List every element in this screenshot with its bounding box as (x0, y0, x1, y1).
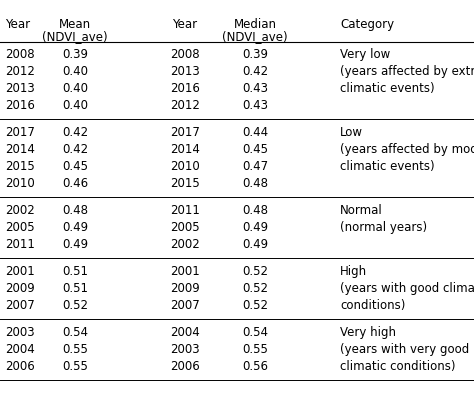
Text: 2014: 2014 (170, 143, 200, 156)
Text: 0.54: 0.54 (62, 326, 88, 339)
Text: Category: Category (340, 18, 394, 31)
Text: 2016: 2016 (5, 99, 35, 112)
Text: 0.40: 0.40 (62, 99, 88, 112)
Text: (years affected by moderate: (years affected by moderate (340, 143, 474, 156)
Text: 0.45: 0.45 (242, 143, 268, 156)
Text: 2012: 2012 (5, 65, 35, 78)
Text: 2001: 2001 (170, 265, 200, 278)
Text: 0.54: 0.54 (242, 326, 268, 339)
Text: (years affected by extreme: (years affected by extreme (340, 65, 474, 78)
Text: 2010: 2010 (5, 177, 35, 190)
Text: Mean: Mean (59, 18, 91, 31)
Text: 2011: 2011 (5, 238, 35, 251)
Text: 2011: 2011 (170, 204, 200, 217)
Text: Very low: Very low (340, 48, 390, 61)
Text: 2015: 2015 (170, 177, 200, 190)
Text: 2017: 2017 (5, 126, 35, 139)
Text: 2005: 2005 (170, 221, 200, 234)
Text: 2004: 2004 (5, 343, 35, 356)
Text: 2014: 2014 (5, 143, 35, 156)
Text: 0.42: 0.42 (62, 126, 88, 139)
Text: 2016: 2016 (170, 82, 200, 95)
Text: 0.55: 0.55 (242, 343, 268, 356)
Text: 2015: 2015 (5, 160, 35, 173)
Text: climatic conditions): climatic conditions) (340, 360, 456, 373)
Text: 0.49: 0.49 (242, 238, 268, 251)
Text: (normal years): (normal years) (340, 221, 427, 234)
Text: 0.43: 0.43 (242, 82, 268, 95)
Text: 0.52: 0.52 (242, 299, 268, 312)
Text: 0.52: 0.52 (242, 282, 268, 295)
Text: climatic events): climatic events) (340, 160, 435, 173)
Text: 0.52: 0.52 (62, 299, 88, 312)
Text: 0.45: 0.45 (62, 160, 88, 173)
Text: 2002: 2002 (5, 204, 35, 217)
Text: 2009: 2009 (5, 282, 35, 295)
Text: 2009: 2009 (170, 282, 200, 295)
Text: 0.52: 0.52 (242, 265, 268, 278)
Text: 0.39: 0.39 (62, 48, 88, 61)
Text: 0.46: 0.46 (62, 177, 88, 190)
Text: 0.56: 0.56 (242, 360, 268, 373)
Text: (years with very good: (years with very good (340, 343, 469, 356)
Text: (NDVI_ave): (NDVI_ave) (42, 30, 108, 43)
Text: 0.42: 0.42 (62, 143, 88, 156)
Text: 2006: 2006 (5, 360, 35, 373)
Text: 2006: 2006 (170, 360, 200, 373)
Text: 2004: 2004 (170, 326, 200, 339)
Text: 2007: 2007 (5, 299, 35, 312)
Text: 0.48: 0.48 (62, 204, 88, 217)
Text: 2003: 2003 (5, 326, 35, 339)
Text: 0.43: 0.43 (242, 99, 268, 112)
Text: 0.47: 0.47 (242, 160, 268, 173)
Text: climatic events): climatic events) (340, 82, 435, 95)
Text: 0.55: 0.55 (62, 343, 88, 356)
Text: 0.51: 0.51 (62, 282, 88, 295)
Text: conditions): conditions) (340, 299, 405, 312)
Text: 0.49: 0.49 (242, 221, 268, 234)
Text: 2008: 2008 (5, 48, 35, 61)
Text: 0.40: 0.40 (62, 65, 88, 78)
Text: 2008: 2008 (170, 48, 200, 61)
Text: 0.42: 0.42 (242, 65, 268, 78)
Text: 2010: 2010 (170, 160, 200, 173)
Text: 2007: 2007 (170, 299, 200, 312)
Text: 0.51: 0.51 (62, 265, 88, 278)
Text: 0.39: 0.39 (242, 48, 268, 61)
Text: 2017: 2017 (170, 126, 200, 139)
Text: High: High (340, 265, 367, 278)
Text: 2002: 2002 (170, 238, 200, 251)
Text: (years with good climatic: (years with good climatic (340, 282, 474, 295)
Text: 0.40: 0.40 (62, 82, 88, 95)
Text: 0.48: 0.48 (242, 204, 268, 217)
Text: Very high: Very high (340, 326, 396, 339)
Text: 0.48: 0.48 (242, 177, 268, 190)
Text: 2003: 2003 (170, 343, 200, 356)
Text: Year: Year (173, 18, 198, 31)
Text: Normal: Normal (340, 204, 383, 217)
Text: Median: Median (234, 18, 276, 31)
Text: 0.55: 0.55 (62, 360, 88, 373)
Text: 2005: 2005 (5, 221, 35, 234)
Text: 0.49: 0.49 (62, 221, 88, 234)
Text: 2013: 2013 (170, 65, 200, 78)
Text: 2001: 2001 (5, 265, 35, 278)
Text: 0.49: 0.49 (62, 238, 88, 251)
Text: 2012: 2012 (170, 99, 200, 112)
Text: (NDVI_ave): (NDVI_ave) (222, 30, 288, 43)
Text: 2013: 2013 (5, 82, 35, 95)
Text: 0.44: 0.44 (242, 126, 268, 139)
Text: Year: Year (5, 18, 30, 31)
Text: Low: Low (340, 126, 363, 139)
